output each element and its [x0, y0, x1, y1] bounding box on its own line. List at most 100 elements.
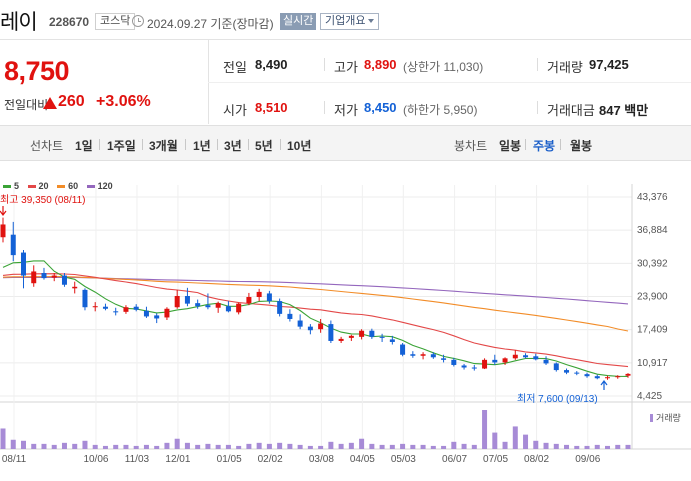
x-tick-label: 10/06	[83, 454, 108, 465]
candle-body	[0, 224, 6, 238]
volume-bar	[502, 441, 508, 449]
y-tick-label: 23,900	[637, 292, 668, 303]
volume-bar	[594, 444, 600, 449]
volume-bar	[379, 444, 385, 449]
volume-bar	[133, 445, 139, 449]
lower-limit: (하한가 5,950)	[403, 103, 478, 117]
divider	[537, 58, 538, 71]
x-tick-label: 03/08	[309, 454, 334, 465]
volume-bar	[113, 444, 119, 449]
legend-swatch-ma60	[57, 185, 66, 189]
candle-body	[400, 344, 406, 355]
volume-bar	[441, 445, 447, 449]
volume-bar	[51, 444, 57, 449]
x-tick-label: 05/03	[391, 454, 416, 465]
x-tick-label: 09/06	[575, 454, 600, 465]
candle-body	[461, 365, 467, 368]
candle-body	[51, 275, 57, 278]
moving-average-lines	[2, 260, 629, 377]
divider	[280, 139, 281, 150]
candle-body	[225, 306, 231, 312]
y-tick-label: 17,409	[637, 325, 668, 336]
candle-body	[20, 252, 26, 276]
volume-bar	[492, 432, 498, 449]
volume-bar	[625, 444, 631, 449]
volume-bar	[205, 443, 211, 449]
period-3y[interactable]: 3년	[224, 139, 242, 153]
volume-bar	[451, 441, 457, 449]
candle-body	[205, 305, 211, 308]
period-5y[interactable]: 5년	[255, 139, 273, 153]
divider	[537, 101, 538, 114]
volume-bar	[195, 444, 201, 449]
volume-bar	[400, 443, 406, 449]
period-1y[interactable]: 1년	[193, 139, 211, 153]
candle-body	[553, 363, 559, 371]
divider	[217, 139, 218, 150]
volume-bar	[92, 444, 98, 449]
legend-ma120: 120	[97, 181, 113, 191]
candle-body	[451, 359, 457, 365]
y-tick-label: 4,425	[637, 391, 662, 402]
volume-bar	[174, 438, 180, 449]
candle-daily[interactable]: 일봉	[499, 139, 522, 153]
y-tick-label: 36,884	[637, 225, 668, 236]
candle-body	[133, 306, 139, 310]
candle-body	[410, 354, 416, 356]
period-1d[interactable]: 1일	[75, 139, 93, 153]
volume-bar	[574, 445, 580, 449]
candle-monthly[interactable]: 월봉	[570, 139, 593, 153]
volume-bar	[615, 444, 621, 449]
high-arrow-icon	[0, 206, 7, 216]
candle-body	[533, 356, 539, 360]
volume-bar	[225, 444, 231, 449]
candle-body	[31, 271, 37, 284]
volume-bar	[605, 445, 611, 449]
period-3m[interactable]: 3개월	[149, 139, 178, 153]
volume-bar	[215, 444, 221, 449]
ma60-line	[2, 276, 629, 332]
candle-body	[369, 330, 375, 337]
legend-swatch-ma120	[86, 185, 95, 189]
candle-body	[92, 306, 98, 308]
candle-body	[512, 354, 518, 359]
quote-date: 2024.09.27 기준(장마감)	[147, 17, 274, 31]
candle-body	[256, 291, 262, 298]
stock-header: 레이 228670 코스닥 2024.09.27 기준(장마감) 실시간 기업개…	[0, 0, 691, 40]
period-10y[interactable]: 10년	[287, 139, 312, 153]
candle-body	[174, 295, 180, 308]
candle-body	[10, 234, 16, 256]
candle-body	[615, 376, 621, 378]
volume-bar	[102, 445, 108, 449]
divider	[248, 139, 249, 150]
period-1w[interactable]: 1주일	[107, 139, 136, 153]
divider	[525, 139, 526, 150]
candle-body	[41, 273, 47, 279]
divider	[185, 139, 186, 150]
candle-body	[143, 310, 149, 317]
open-value: 8,510	[255, 100, 288, 115]
candle-chart-label: 봉차트	[454, 139, 488, 153]
stock-code: 228670	[49, 15, 90, 29]
company-overview-button[interactable]: 기업개요	[320, 13, 380, 30]
x-tick-label: 11/03	[125, 454, 150, 465]
volume-bar	[318, 445, 324, 449]
volume-bar	[338, 443, 344, 449]
realtime-button[interactable]: 실시간	[280, 13, 317, 30]
volume-bar	[307, 445, 313, 449]
candle-body	[492, 359, 498, 363]
volume-bar	[61, 442, 67, 449]
candle-weekly[interactable]: 주봉	[533, 139, 556, 153]
line-chart-label: 선차트	[30, 139, 64, 153]
x-tick-label: 07/05	[483, 454, 508, 465]
price-chart[interactable]: 43,376 36,884 30,392 23,900 17,409 10,917 4,42…	[0, 162, 691, 481]
volume-bar	[471, 444, 477, 449]
volume-bar	[482, 410, 488, 449]
volume-bar	[420, 444, 426, 449]
candle-body	[184, 295, 190, 304]
company-overview-label: 기업개요	[325, 15, 366, 27]
x-axis: 08/11 10/06 11/03 12/01 01/05 02/02 03/08 04/05…	[2, 454, 601, 465]
candle-body	[328, 324, 334, 341]
divider	[324, 101, 325, 114]
candle-body	[574, 372, 580, 374]
